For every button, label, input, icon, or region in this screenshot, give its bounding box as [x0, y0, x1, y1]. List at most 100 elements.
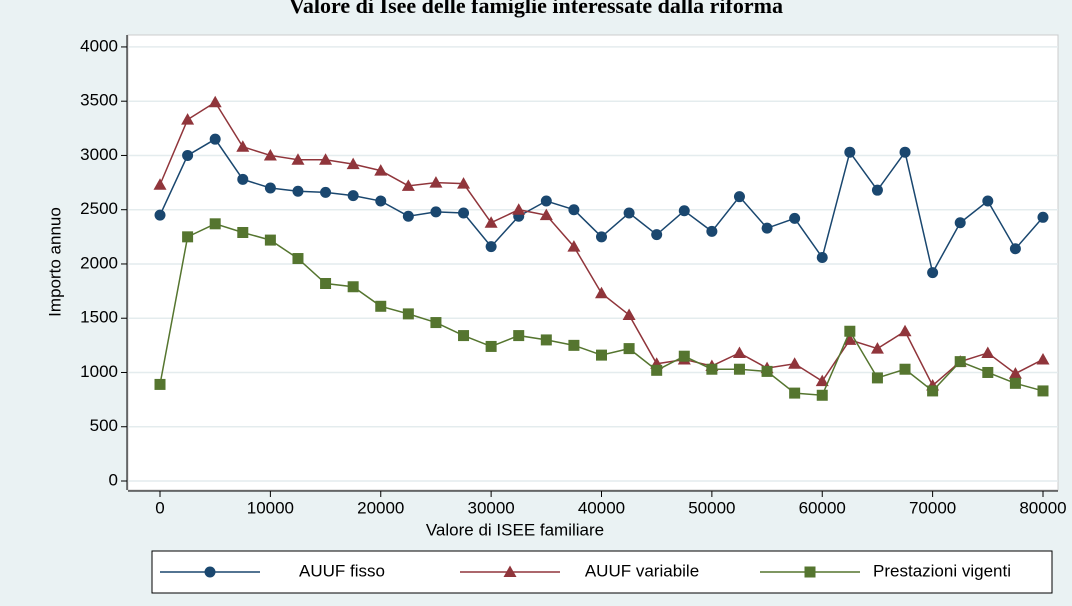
x-axis-label: Valore di ISEE familiare — [426, 520, 604, 539]
data-point — [429, 176, 443, 188]
data-point — [153, 178, 167, 190]
data-point — [1037, 385, 1049, 397]
data-point — [264, 234, 276, 246]
legend — [151, 550, 1053, 594]
y-tick-label: 2500 — [80, 199, 118, 218]
y-tick-label: 2000 — [80, 253, 118, 272]
legend-label: AUUF fisso — [299, 561, 385, 580]
data-point — [512, 203, 526, 215]
data-point — [706, 225, 718, 237]
data-point — [899, 146, 911, 158]
data-point — [264, 182, 276, 194]
y-tick-label: 1500 — [80, 308, 118, 327]
legend-marker — [204, 566, 216, 578]
data-point — [733, 191, 745, 203]
data-point — [706, 363, 718, 375]
data-point — [761, 365, 773, 377]
data-point — [816, 389, 828, 401]
data-point — [789, 212, 801, 224]
data-point — [595, 349, 607, 361]
data-point — [622, 308, 636, 320]
data-point — [678, 350, 690, 362]
x-tick-label: 60000 — [799, 498, 846, 517]
y-tick-label: 4000 — [80, 36, 118, 55]
x-tick-label: 10000 — [247, 498, 294, 517]
data-point — [209, 218, 221, 230]
data-point — [458, 330, 470, 342]
y-tick-label: 3500 — [80, 91, 118, 110]
data-point — [651, 364, 663, 376]
x-tick-label: 50000 — [688, 498, 735, 517]
data-point — [292, 253, 304, 265]
data-point — [375, 300, 387, 312]
data-point — [513, 330, 525, 342]
data-point — [209, 133, 221, 145]
x-tick-label: 40000 — [578, 498, 625, 517]
data-point — [816, 251, 828, 263]
data-point — [651, 229, 663, 241]
y-axis-label: Importo annuo — [45, 207, 64, 317]
data-point — [402, 308, 414, 320]
data-point — [1009, 377, 1021, 389]
data-point — [237, 173, 249, 185]
plot-area — [127, 34, 1059, 491]
data-point — [899, 363, 911, 375]
y-tick-label: 3000 — [80, 145, 118, 164]
data-point — [484, 216, 498, 228]
data-point — [540, 334, 552, 346]
x-tick-label: 80000 — [1019, 498, 1066, 517]
data-point — [898, 324, 912, 337]
data-point — [568, 339, 580, 351]
data-point — [236, 140, 250, 152]
data-point — [208, 95, 222, 108]
x-tick-label: 30000 — [467, 498, 514, 517]
x-tick-label: 70000 — [909, 498, 956, 517]
data-point — [954, 356, 966, 368]
data-point — [789, 387, 801, 399]
legend-label: AUUF variabile — [585, 561, 699, 580]
data-point — [485, 241, 497, 253]
x-tick-label: 0 — [155, 498, 164, 517]
y-tick-label: 0 — [109, 470, 118, 489]
data-point — [263, 148, 277, 161]
data-point — [981, 346, 995, 358]
data-point — [1037, 211, 1049, 223]
data-point — [375, 195, 387, 207]
data-point — [485, 340, 497, 352]
data-point — [291, 153, 305, 165]
data-point — [154, 378, 166, 390]
data-point — [761, 222, 773, 234]
data-point — [982, 366, 994, 378]
data-point — [182, 231, 194, 243]
data-point — [182, 149, 194, 161]
data-point — [374, 164, 388, 176]
legend-marker — [804, 566, 816, 578]
data-point — [982, 195, 994, 207]
data-point — [402, 210, 414, 222]
x-tick-label: 20000 — [357, 498, 404, 517]
data-point — [815, 374, 829, 387]
data-point — [1036, 352, 1050, 365]
data-point — [623, 207, 635, 219]
data-point — [154, 209, 166, 221]
data-point — [623, 343, 635, 355]
data-point — [843, 333, 857, 345]
data-point — [788, 357, 802, 369]
data-point — [844, 325, 856, 337]
data-point — [540, 195, 552, 207]
data-point — [430, 206, 442, 218]
data-point — [678, 205, 690, 217]
data-point — [871, 184, 883, 196]
data-point — [567, 240, 581, 252]
legend-label: Prestazioni vigenti — [873, 561, 1011, 580]
legend-marker — [503, 565, 517, 577]
data-point — [1008, 367, 1022, 379]
data-point — [844, 146, 856, 158]
data-point — [539, 208, 553, 221]
data-point — [458, 207, 470, 219]
data-point — [292, 185, 304, 197]
y-tick-label: 1000 — [80, 362, 118, 381]
data-point — [346, 157, 360, 170]
data-point — [347, 281, 359, 293]
